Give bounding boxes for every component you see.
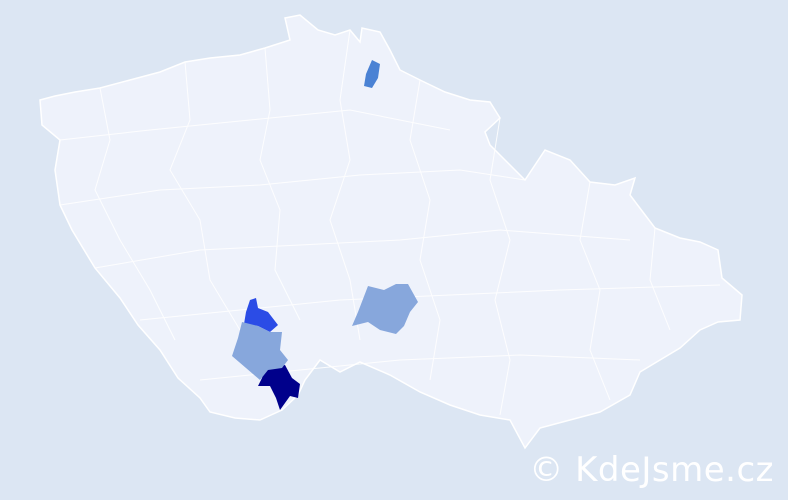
district-highest <box>258 365 300 410</box>
district-medium <box>364 60 380 88</box>
district-low-2 <box>352 284 418 334</box>
district-low-1 <box>232 322 288 380</box>
district-borders <box>59 29 721 416</box>
district-high <box>244 298 278 332</box>
watermark: © KdeJsme.cz <box>529 450 774 490</box>
country-outline <box>39 14 743 450</box>
